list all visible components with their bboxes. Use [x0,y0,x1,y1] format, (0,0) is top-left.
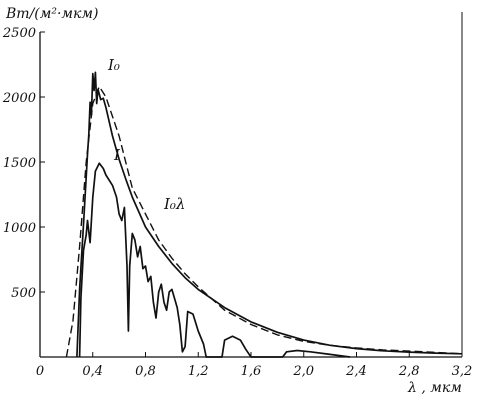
x-tick-label: 2,8 [398,364,420,379]
x-axis-title: λ , мкм [407,380,462,396]
series-label-i0-lambda: I₀λ [163,195,185,213]
y-axis-title: Вт/(м²·мкм) [5,6,98,22]
x-tick-label: 2,0 [292,364,314,379]
y-tick-label: 500 [11,286,36,301]
axis-tick-labels: 0 0,4 0,8 1,2 1,6 2,0 2,4 2,8 3,2 500 1000 1500 2000… [2,26,472,379]
series-line-i0 [76,71,463,358]
x-tick-label: 3,2 [452,364,473,379]
x-tick-label: 0 [36,364,44,379]
x-tick-label: 1,2 [188,364,209,379]
x-tick-label: 2,4 [345,364,367,379]
series-line-i [78,162,351,358]
x-tick-label: 0,8 [135,364,156,379]
series-label-i0: I₀ [107,56,120,74]
x-tick-label: 0,4 [82,364,103,379]
series-label-i: I [113,146,121,164]
series-line-i0-lambda [65,85,463,358]
series-layer [65,71,463,358]
y-tick-label: 1000 [3,221,36,236]
x-tick-label: 1,6 [241,364,262,379]
y-tick-label: 1500 [3,156,36,171]
axis-ticks [39,31,463,357]
y-tick-label: 2500 [2,26,36,41]
y-tick-label: 2000 [2,91,36,106]
